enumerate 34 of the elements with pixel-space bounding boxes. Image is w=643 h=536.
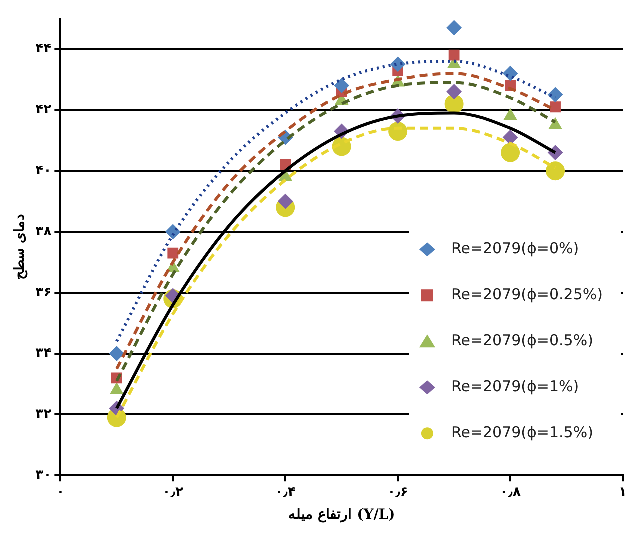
legend-label: Re=2079(ϕ=0.25%) [451,285,604,304]
x-tick-label: ۰ [56,484,65,500]
point [168,248,179,259]
point [546,162,566,181]
point [109,346,124,362]
x-tick-label: ۰٫۲ [162,484,184,500]
y-tick-label: ۴۰ [36,163,52,178]
y-tick-label: ۳۶ [36,285,52,300]
y-tick-label: ۳۴ [36,346,52,362]
x-tick-label: ۱ [619,484,627,500]
y-tick-label: ۳۸ [36,224,52,240]
legend-label: Re=2079(ϕ=0.5%) [451,331,594,350]
point [446,20,462,36]
point [448,50,460,61]
x-tick-label: ۰٫۶ [388,484,408,500]
point [501,143,520,162]
legend-label: Re=2079(ϕ=1%) [451,377,580,396]
legend-label: Re=2079(ϕ=0%) [451,239,580,258]
y-axis-title: دمای سطح [12,214,28,280]
y-tick-label: ۳۰ [36,468,52,483]
point [503,66,518,82]
y-tick-label: ۴۲ [36,102,52,118]
point [446,84,462,100]
x-tick-label: ۰٫۴ [275,484,296,500]
y-tick-label: ۴۴ [36,42,52,57]
y-tick-label: ۳۲ [36,407,52,422]
x-tick-label: ۰٫۸ [500,484,521,500]
point [334,78,350,94]
point [548,87,564,102]
point [388,122,408,141]
x-axis-title: ارتفاع میله (Y/L) [288,507,396,524]
point [550,102,561,113]
legend-label: Re=2079(ϕ=1.5%) [451,423,594,442]
point [503,130,518,146]
